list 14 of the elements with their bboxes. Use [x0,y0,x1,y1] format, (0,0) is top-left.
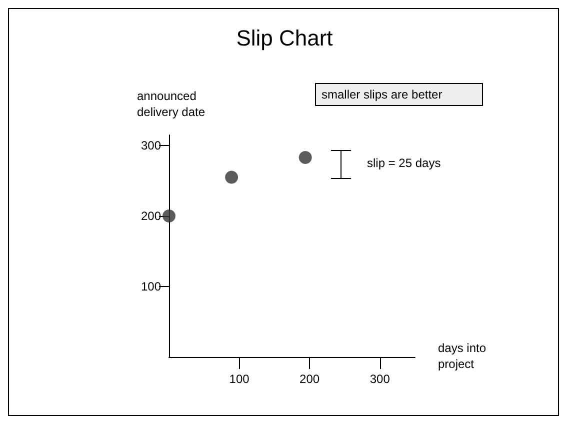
point [162,210,176,223]
x-axis-title: days into project [438,341,490,371]
x-tick-label: 300 [370,372,390,386]
point [225,170,238,184]
y-tick-label: 100 [140,280,162,294]
x-tick-label: 200 [300,372,320,386]
annotation: slip = 25 days [367,156,441,170]
x-tick-label: 100 [229,372,250,386]
y-tick-label: 200 [140,209,162,224]
text: smaller slips are better [322,88,442,102]
chart-title: Slip Chart [236,26,333,50]
y-axis-title: announced delivery date [137,89,206,119]
point [298,151,312,164]
y-tick-label: 300 [140,138,162,153]
